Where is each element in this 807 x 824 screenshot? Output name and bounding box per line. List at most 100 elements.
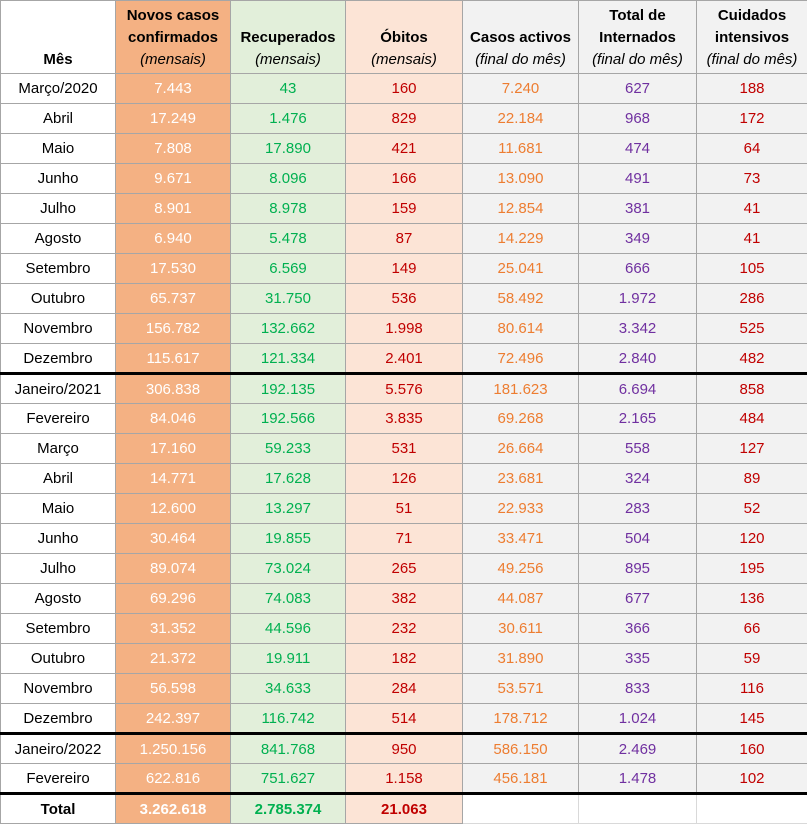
cell-icu: 89 <box>696 463 807 494</box>
cell-active: 7.240 <box>462 73 579 104</box>
cell-month: Março <box>0 433 116 464</box>
cell-confirmed: 7.443 <box>115 73 231 104</box>
cell-active: 12.854 <box>462 193 579 224</box>
cell-deaths: 421 <box>345 133 463 164</box>
cell-month: Março/2020 <box>0 73 116 104</box>
cell-deaths: 382 <box>345 583 463 614</box>
cell-active: 11.681 <box>462 133 579 164</box>
cell-confirmed: 21.372 <box>115 643 231 674</box>
cell-deaths: 5.576 <box>345 372 463 404</box>
cell-deaths: 536 <box>345 283 463 314</box>
cell-recovered: 19.911 <box>230 643 346 674</box>
table-row: Janeiro/2021 306.838 192.135 5.576 181.623 6.… <box>0 372 807 404</box>
cell-hospital: 1.478 <box>578 763 697 794</box>
cell-active: 13.090 <box>462 163 579 194</box>
cell-month: Janeiro/2022 <box>0 732 116 764</box>
cell-recovered: 8.978 <box>230 193 346 224</box>
cell-icu: 484 <box>696 403 807 434</box>
cell-month: Maio <box>0 493 116 524</box>
table-row: Abril 14.771 17.628 126 23.681 324 89 <box>0 463 807 494</box>
cell-confirmed: 622.816 <box>115 763 231 794</box>
cell-recovered: 1.476 <box>230 103 346 134</box>
header-deaths: Óbitos (mensais) <box>345 0 463 74</box>
cell-hospital: 3.342 <box>578 313 697 344</box>
cell-hospital: 381 <box>578 193 697 224</box>
cell-recovered: 751.627 <box>230 763 346 794</box>
table-row: Agosto 69.296 74.083 382 44.087 677 136 <box>0 583 807 614</box>
cell-recovered: 13.297 <box>230 493 346 524</box>
cell-active: 53.571 <box>462 673 579 704</box>
header-hospital: Total de Internados (final do mês) <box>578 0 697 74</box>
table-row: Setembro 17.530 6.569 149 25.041 666 105 <box>0 253 807 284</box>
cell-active: 14.229 <box>462 223 579 254</box>
cell-deaths: 166 <box>345 163 463 194</box>
cell-deaths: 1.998 <box>345 313 463 344</box>
cell-deaths: 2.401 <box>345 343 463 374</box>
cell-active: 72.496 <box>462 343 579 374</box>
table-row: Fevereiro 84.046 192.566 3.835 69.268 2.165 48… <box>0 403 807 434</box>
cell-hospital: 833 <box>578 673 697 704</box>
cell-deaths: 71 <box>345 523 463 554</box>
cell-icu: 52 <box>696 493 807 524</box>
cell-active: 23.681 <box>462 463 579 494</box>
cell-confirmed: 56.598 <box>115 673 231 704</box>
cell-hospital: 2.840 <box>578 343 697 374</box>
cell-icu: 73 <box>696 163 807 194</box>
table-row: Abril 17.249 1.476 829 22.184 968 172 <box>0 103 807 134</box>
table-row: Dezembro 115.617 121.334 2.401 72.496 2.840 48… <box>0 343 807 374</box>
cell-confirmed: 30.464 <box>115 523 231 554</box>
cell-deaths: 232 <box>345 613 463 644</box>
cell-hospital: 335 <box>578 643 697 674</box>
cell-recovered: 17.628 <box>230 463 346 494</box>
cell-recovered: 43 <box>230 73 346 104</box>
cell-icu: 102 <box>696 763 807 794</box>
cell-icu: 41 <box>696 223 807 254</box>
table-row: Agosto 6.940 5.478 87 14.229 349 41 <box>0 223 807 254</box>
cell-active: 25.041 <box>462 253 579 284</box>
cell-hospital: 349 <box>578 223 697 254</box>
total-recovered: 2.785.374 <box>230 792 346 824</box>
header-active: Casos activos (final do mês) <box>462 0 579 74</box>
total-deaths: 21.063 <box>345 792 463 824</box>
cell-icu: 105 <box>696 253 807 284</box>
table-row: Maio 12.600 13.297 51 22.933 283 52 <box>0 493 807 524</box>
cell-hospital: 558 <box>578 433 697 464</box>
cell-recovered: 73.024 <box>230 553 346 584</box>
table-row: Janeiro/2022 1.250.156 841.768 950 586.150 2.… <box>0 732 807 764</box>
header-row: Mês Novos casos confirmados (mensais) Re… <box>0 0 807 74</box>
cell-confirmed: 6.940 <box>115 223 231 254</box>
total-label: Total <box>0 792 116 824</box>
cell-recovered: 841.768 <box>230 732 346 764</box>
cell-icu: 858 <box>696 372 807 404</box>
cell-recovered: 121.334 <box>230 343 346 374</box>
table-row: Setembro 31.352 44.596 232 30.611 366 66 <box>0 613 807 644</box>
table-row: Dezembro 242.397 116.742 514 178.712 1.024 145 <box>0 703 807 734</box>
cell-month: Novembro <box>0 313 116 344</box>
cell-confirmed: 84.046 <box>115 403 231 434</box>
cell-recovered: 5.478 <box>230 223 346 254</box>
table-row: Março/2020 7.443 43 160 7.240 627 188 <box>0 73 807 104</box>
cell-deaths: 3.835 <box>345 403 463 434</box>
cell-hospital: 2.469 <box>578 732 697 764</box>
cell-recovered: 19.855 <box>230 523 346 554</box>
cell-active: 58.492 <box>462 283 579 314</box>
cell-active: 31.890 <box>462 643 579 674</box>
cell-deaths: 51 <box>345 493 463 524</box>
cell-confirmed: 65.737 <box>115 283 231 314</box>
cell-deaths: 160 <box>345 73 463 104</box>
cell-icu: 172 <box>696 103 807 134</box>
cell-deaths: 87 <box>345 223 463 254</box>
cell-hospital: 895 <box>578 553 697 584</box>
table-row: Julho 8.901 8.978 159 12.854 381 41 <box>0 193 807 224</box>
cell-deaths: 265 <box>345 553 463 584</box>
cell-active: 26.664 <box>462 433 579 464</box>
header-month: Mês <box>0 0 116 74</box>
table-body: Março/2020 7.443 43 160 7.240 627 188 Abril 17.2… <box>0 73 807 824</box>
cell-active: 69.268 <box>462 403 579 434</box>
cell-icu: 286 <box>696 283 807 314</box>
cell-recovered: 116.742 <box>230 703 346 734</box>
cell-hospital: 474 <box>578 133 697 164</box>
cell-confirmed: 242.397 <box>115 703 231 734</box>
table-row: Novembro 156.782 132.662 1.998 80.614 3.342 52… <box>0 313 807 344</box>
